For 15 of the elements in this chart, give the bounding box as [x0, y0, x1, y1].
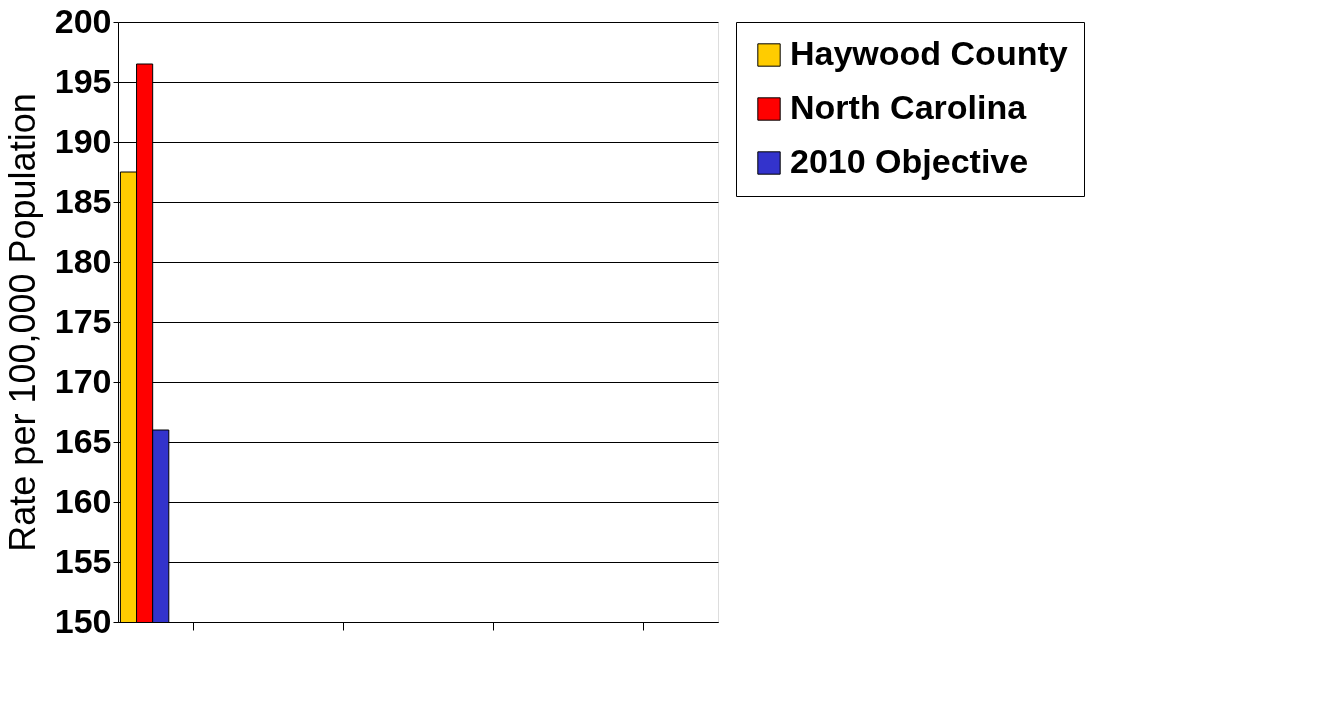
y-tick-label: 165: [54, 421, 112, 460]
y-tick-label: 160: [54, 481, 112, 520]
y-tick-label: 180: [54, 241, 112, 280]
y-axis-title: Rate per 100,000 Population: [1, 93, 43, 552]
y-tick-label: 190: [54, 121, 112, 160]
legend-label: North Carolina: [790, 88, 1028, 126]
y-tick-label: 185: [54, 181, 112, 220]
y-tick-label: 155: [54, 541, 112, 580]
legend-label: Haywood County: [790, 34, 1068, 72]
y-tick-label: 195: [54, 61, 112, 100]
y-tick-label: 200: [54, 1, 112, 40]
legend-label: 2010 Objective: [790, 142, 1029, 180]
y-tick-label: 170: [54, 361, 112, 400]
y-tick-label: 150: [54, 601, 112, 640]
y-tick-label: 175: [54, 301, 112, 340]
